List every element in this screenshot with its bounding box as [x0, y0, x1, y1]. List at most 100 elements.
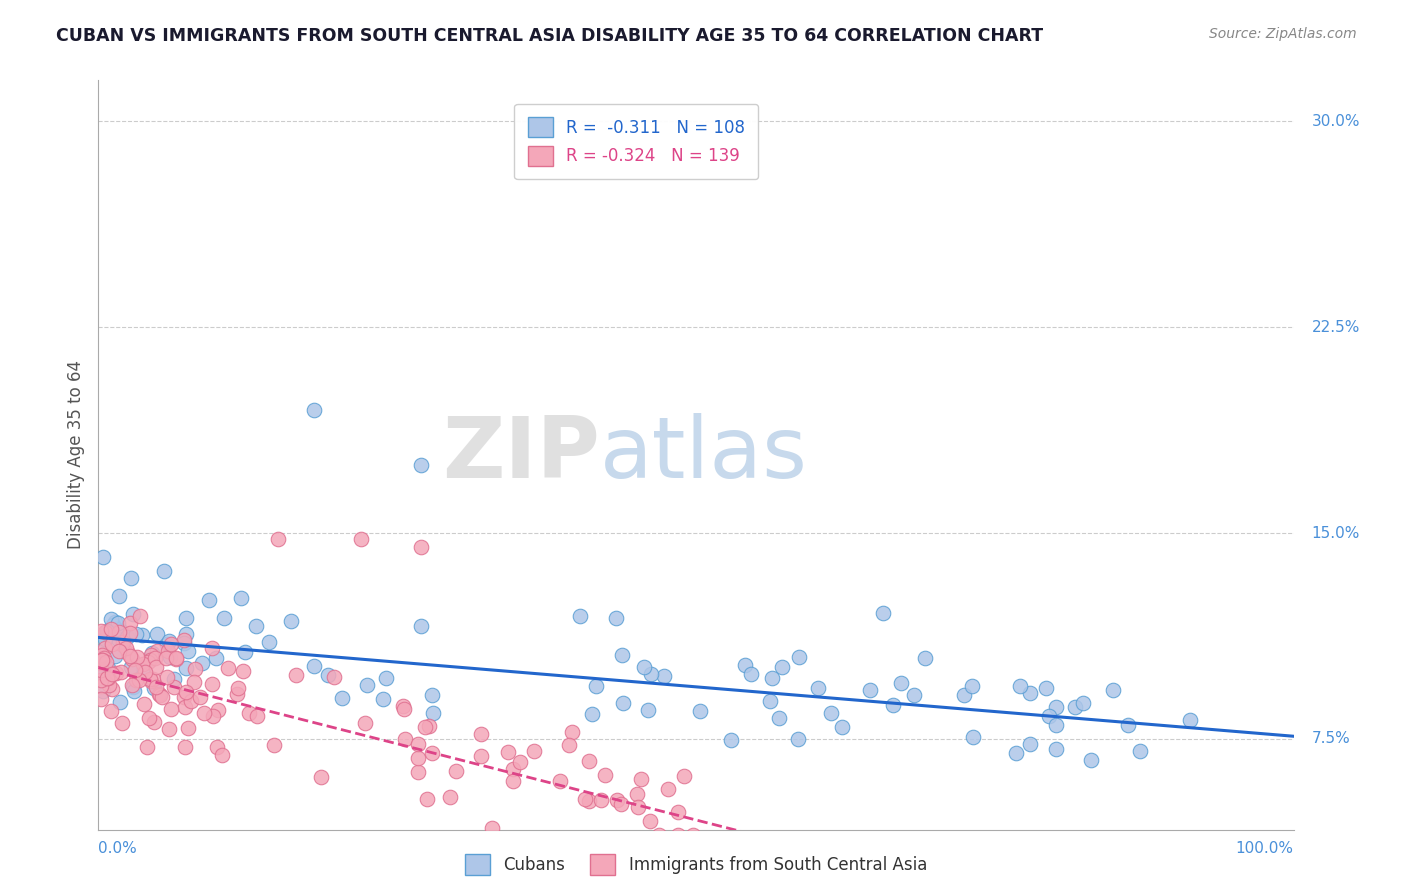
Point — [90, 673, 112, 687]
Point — [174, 699, 197, 714]
Point — [1008, 679, 1031, 693]
Text: ZIP: ZIP — [443, 413, 600, 497]
Point — [94, 641, 117, 656]
Point — [235, 645, 257, 659]
Point — [94, 655, 117, 669]
Point — [408, 737, 430, 751]
Point — [323, 670, 346, 684]
Point — [165, 652, 187, 666]
Point — [226, 681, 249, 696]
Point — [238, 706, 260, 720]
Point — [101, 667, 124, 681]
Point — [561, 725, 583, 739]
Point — [481, 821, 503, 835]
Text: 7.5%: 7.5% — [1312, 731, 1350, 747]
Point — [211, 748, 233, 763]
Point — [422, 689, 444, 703]
Point — [502, 762, 524, 776]
Point — [122, 680, 145, 694]
Point — [267, 532, 290, 546]
Point — [139, 672, 162, 686]
Point — [1045, 700, 1067, 714]
Text: 30.0%: 30.0% — [1312, 114, 1360, 129]
Point — [136, 740, 159, 755]
Point — [107, 616, 129, 631]
Point — [330, 691, 353, 706]
Point — [121, 652, 143, 666]
Point — [96, 671, 118, 685]
Point — [1064, 699, 1087, 714]
Point — [418, 719, 440, 733]
Point — [184, 662, 207, 676]
Point — [1004, 746, 1026, 760]
Point — [689, 704, 711, 718]
Point — [574, 792, 596, 806]
Point — [163, 672, 186, 686]
Point — [502, 773, 524, 788]
Point — [548, 773, 571, 788]
Point — [882, 698, 904, 713]
Point — [903, 688, 925, 702]
Point — [350, 532, 373, 546]
Point — [657, 781, 679, 796]
Point — [142, 681, 165, 696]
Point — [139, 648, 162, 662]
Point — [152, 690, 174, 704]
Point — [91, 549, 114, 564]
Point — [160, 702, 183, 716]
Point — [91, 683, 114, 698]
Text: CUBAN VS IMMIGRANTS FROM SOUTH CENTRAL ASIA DISABILITY AGE 35 TO 64 CORRELATION : CUBAN VS IMMIGRANTS FROM SOUTH CENTRAL A… — [56, 27, 1043, 45]
Point — [606, 793, 628, 807]
Point — [591, 792, 613, 806]
Point — [578, 754, 600, 768]
Text: 100.0%: 100.0% — [1236, 840, 1294, 855]
Point — [90, 656, 112, 670]
Point — [652, 669, 675, 683]
Point — [1080, 753, 1102, 767]
Point — [226, 687, 249, 701]
Point — [309, 770, 332, 784]
Legend: Cubans, Immigrants from South Central Asia: Cubans, Immigrants from South Central As… — [458, 847, 934, 881]
Point — [820, 706, 842, 720]
Y-axis label: Disability Age 35 to 64: Disability Age 35 to 64 — [66, 360, 84, 549]
Point — [626, 787, 648, 801]
Point — [375, 671, 398, 685]
Point — [173, 635, 195, 649]
Point — [91, 648, 114, 662]
Point — [612, 696, 634, 710]
Point — [157, 723, 180, 737]
Point — [101, 637, 124, 651]
Point — [245, 618, 267, 632]
Point — [214, 610, 236, 624]
Point — [1035, 681, 1057, 695]
Point — [90, 663, 112, 677]
Point — [134, 697, 156, 711]
Point — [97, 661, 120, 675]
Point — [640, 667, 662, 681]
Point — [960, 679, 983, 693]
Point — [411, 540, 433, 554]
Point — [111, 716, 134, 731]
Point — [142, 672, 165, 686]
Point — [159, 637, 181, 651]
Point — [416, 792, 439, 806]
Point — [444, 764, 467, 778]
Point — [174, 661, 197, 675]
Point — [257, 635, 280, 649]
Point — [872, 606, 894, 620]
Point — [90, 691, 112, 706]
Point — [104, 649, 127, 664]
Point — [128, 673, 150, 687]
Point — [371, 692, 394, 706]
Point — [422, 706, 444, 721]
Point — [193, 706, 215, 721]
Point — [787, 650, 810, 665]
Point — [173, 632, 195, 647]
Point — [94, 632, 117, 646]
Point — [111, 635, 134, 649]
Point — [156, 637, 179, 651]
Point — [90, 653, 112, 667]
Point — [761, 671, 783, 685]
Point — [122, 684, 145, 698]
Point — [630, 772, 652, 786]
